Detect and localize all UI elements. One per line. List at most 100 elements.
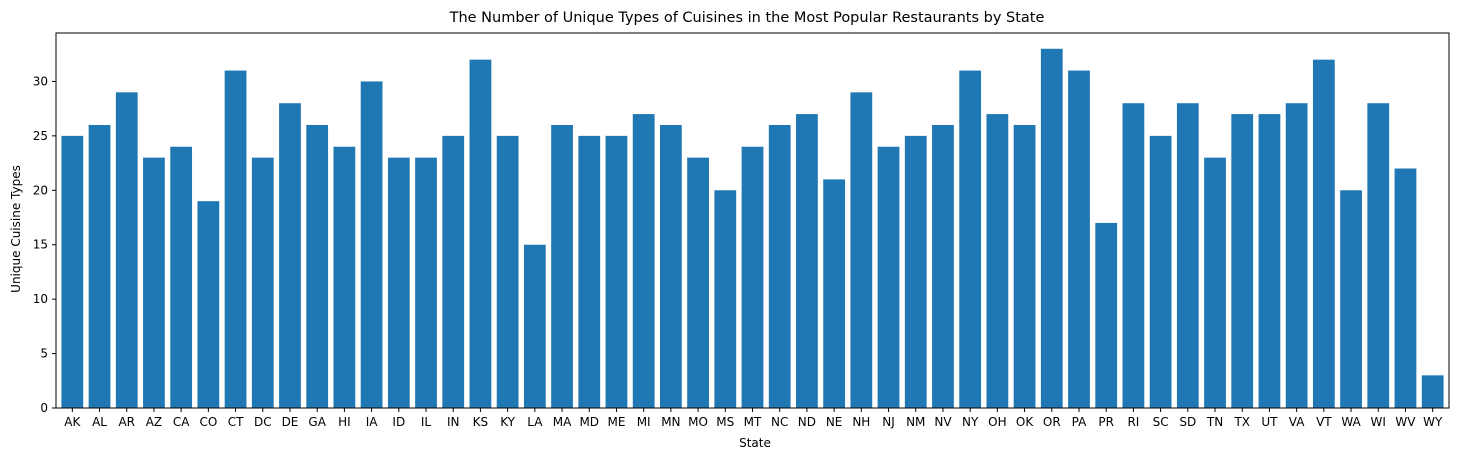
x-tick-label: MO	[688, 415, 708, 429]
x-tick-label: HI	[338, 415, 351, 429]
x-tick-label: OR	[1043, 415, 1061, 429]
x-tick-label: VA	[1289, 415, 1305, 429]
bar-tx	[1231, 114, 1254, 408]
x-tick-label: OH	[988, 415, 1006, 429]
bar-nj	[877, 146, 900, 408]
x-tick-label: NH	[852, 415, 870, 429]
bar-nm	[904, 135, 927, 408]
bar-dc	[251, 157, 274, 408]
x-tick-label: KS	[473, 415, 489, 429]
ticks-layer: AK AL AR AZ CA CO CT DC DE GA HI IA ID IL IN KS KY LA MA MD…	[33, 74, 1443, 429]
bar-md	[578, 135, 601, 408]
x-tick-label: LA	[527, 415, 543, 429]
bar-oh	[986, 114, 1009, 408]
bar-nd	[796, 114, 818, 408]
x-tick-label: TN	[1206, 415, 1223, 429]
bar-va	[1285, 103, 1308, 409]
x-tick-label: OK	[1016, 415, 1034, 429]
bar-tn	[1204, 157, 1226, 408]
x-tick-label: MD	[579, 415, 599, 429]
x-tick-label: WA	[1341, 415, 1361, 429]
x-tick-label: ME	[607, 415, 625, 429]
bar-mi	[632, 114, 655, 408]
y-tick-label: 5	[40, 347, 48, 361]
bar-ne	[823, 179, 846, 408]
x-tick-label: RI	[1127, 415, 1139, 429]
x-tick-label: NC	[771, 415, 788, 429]
x-tick-label: WV	[1395, 415, 1416, 429]
x-axis-label: State	[739, 436, 771, 450]
x-tick-label: AL	[92, 415, 107, 429]
x-tick-label: NV	[934, 415, 952, 429]
x-tick-label: WY	[1423, 415, 1443, 429]
bar-wv	[1394, 168, 1417, 408]
bar-co	[197, 201, 220, 408]
x-tick-label: SC	[1153, 415, 1169, 429]
x-tick-label: GA	[308, 415, 326, 429]
x-tick-label: DC	[254, 415, 272, 429]
x-tick-label: DE	[282, 415, 299, 429]
x-tick-label: ND	[798, 415, 816, 429]
x-tick-label: NJ	[882, 415, 895, 429]
bar-wy	[1421, 375, 1444, 408]
bar-la	[523, 244, 546, 408]
bar-vt	[1312, 59, 1335, 409]
y-tick-label: 0	[40, 401, 48, 415]
bar-ms	[714, 190, 737, 408]
bar-ia	[360, 81, 383, 408]
x-tick-label: ID	[392, 415, 405, 429]
bar-ny	[959, 70, 982, 409]
bar-me	[605, 135, 628, 408]
x-tick-label: VT	[1316, 415, 1332, 429]
x-tick-label: MN	[661, 415, 680, 429]
x-tick-label: IL	[421, 415, 432, 429]
x-tick-label: NY	[962, 415, 979, 429]
y-axis-label: Unique Cuisine Types	[9, 165, 23, 293]
x-tick-label: CT	[228, 415, 244, 429]
bar-wi	[1367, 103, 1390, 409]
x-tick-label: AK	[64, 415, 81, 429]
bar-sd	[1176, 103, 1199, 409]
x-tick-label: PR	[1098, 415, 1114, 429]
x-tick-label: SD	[1179, 415, 1196, 429]
bar-al	[88, 124, 111, 408]
bar-sc	[1149, 135, 1172, 408]
bar-pr	[1095, 222, 1118, 408]
y-tick-label: 15	[33, 238, 48, 252]
bar-nv	[932, 124, 954, 408]
bar-ut	[1258, 114, 1281, 408]
x-tick-label: CA	[173, 415, 190, 429]
bar-ca	[170, 146, 193, 408]
x-tick-label: WI	[1371, 415, 1386, 429]
y-tick-label: 25	[33, 129, 48, 143]
x-tick-label: MI	[637, 415, 651, 429]
bar-wa	[1340, 190, 1362, 408]
bar-mt	[741, 146, 764, 408]
x-tick-label: IA	[366, 415, 379, 429]
bar-id	[387, 157, 410, 408]
bar-mn	[660, 124, 682, 408]
bar-nc	[768, 124, 791, 408]
bar-in	[442, 135, 465, 408]
bar-ks	[469, 59, 492, 409]
chart-title: The Number of Unique Types of Cuisines i…	[449, 10, 1045, 26]
y-tick-label: 10	[33, 292, 48, 306]
x-tick-label: AZ	[146, 415, 162, 429]
y-tick-label: 20	[33, 183, 48, 197]
x-tick-label: MS	[716, 415, 734, 429]
x-tick-label: NM	[906, 415, 925, 429]
x-tick-label: TX	[1233, 415, 1250, 429]
bar-mo	[687, 157, 709, 408]
bar-hi	[333, 146, 356, 408]
x-tick-label: AR	[118, 415, 135, 429]
bars-layer	[61, 48, 1444, 409]
x-tick-label: KY	[500, 415, 515, 429]
x-tick-label: NE	[826, 415, 843, 429]
x-tick-label: UT	[1261, 415, 1278, 429]
bar-ak	[61, 135, 84, 408]
x-tick-label: PA	[1072, 415, 1087, 429]
bar-il	[415, 157, 437, 408]
x-tick-label: IN	[447, 415, 460, 429]
